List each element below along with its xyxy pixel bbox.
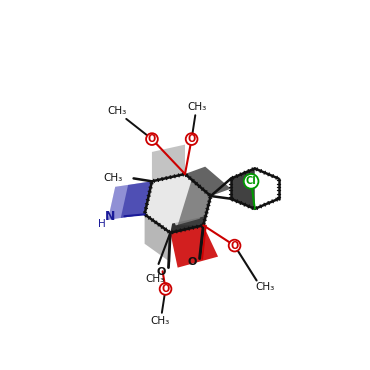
Text: O: O	[231, 240, 239, 250]
Polygon shape	[185, 166, 231, 196]
Text: O: O	[157, 267, 166, 277]
Text: CH₃: CH₃	[150, 316, 170, 326]
Text: O: O	[161, 284, 170, 294]
Text: Cl: Cl	[246, 176, 256, 186]
Polygon shape	[145, 214, 170, 262]
Text: CH₃: CH₃	[188, 102, 207, 112]
Text: O: O	[148, 134, 156, 144]
Polygon shape	[108, 181, 152, 220]
Text: CH₃: CH₃	[255, 282, 274, 292]
Polygon shape	[121, 181, 152, 218]
Text: O: O	[188, 134, 196, 144]
Circle shape	[244, 174, 258, 189]
Text: N: N	[105, 210, 115, 223]
Text: CH₃: CH₃	[107, 106, 127, 116]
Polygon shape	[170, 225, 218, 268]
Polygon shape	[178, 178, 211, 225]
Polygon shape	[108, 181, 152, 220]
Circle shape	[229, 240, 240, 252]
Polygon shape	[145, 174, 211, 233]
Text: CH₃: CH₃	[145, 274, 165, 284]
Circle shape	[160, 283, 171, 295]
Text: O: O	[188, 257, 197, 267]
Polygon shape	[170, 216, 205, 233]
Text: CH₃: CH₃	[104, 174, 123, 184]
Text: H: H	[98, 219, 105, 229]
Polygon shape	[152, 145, 185, 181]
Circle shape	[146, 133, 158, 145]
Polygon shape	[157, 179, 205, 225]
Polygon shape	[231, 168, 255, 209]
Circle shape	[186, 133, 198, 145]
